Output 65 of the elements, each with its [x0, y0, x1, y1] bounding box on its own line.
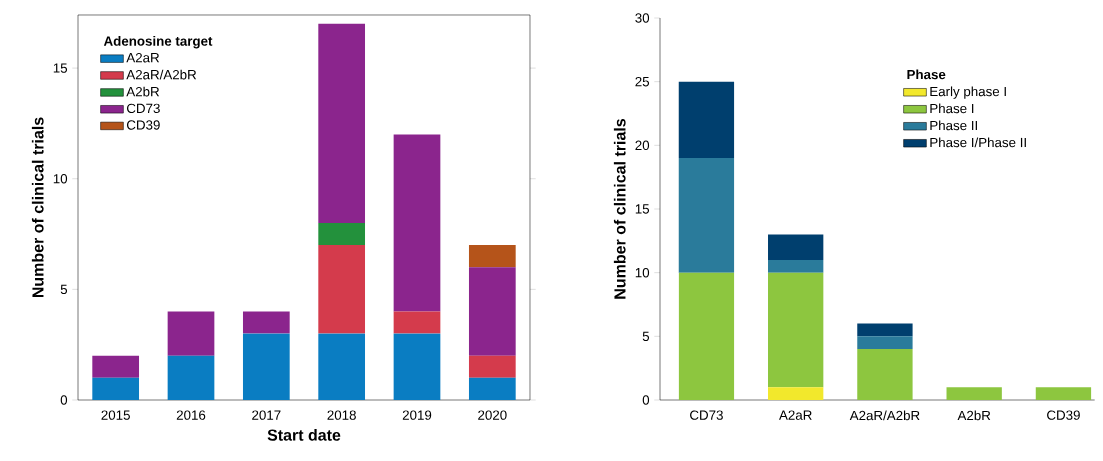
bar — [242, 311, 290, 334]
legend-label: Phase I/Phase II — [930, 137, 1026, 148]
y-tick-label: 25 — [635, 76, 650, 87]
x-axis-title: Start date — [267, 429, 341, 441]
y-tick-label: 30 — [635, 13, 650, 23]
y-tick-label: 15 — [53, 63, 68, 73]
x-tick-label: A2aR — [779, 410, 812, 420]
bar — [857, 336, 913, 350]
legend-label: Phase I — [930, 103, 974, 114]
bar — [468, 355, 516, 378]
bar — [1035, 387, 1092, 400]
bar — [393, 134, 441, 312]
bar — [393, 333, 441, 400]
bar — [167, 311, 215, 356]
y-tick-label: 0 — [60, 395, 68, 405]
x-tick-label: 2015 — [101, 410, 130, 420]
bar — [678, 272, 735, 400]
bar — [318, 222, 366, 246]
legend-label: Phase II — [930, 120, 977, 131]
bar — [946, 387, 1002, 400]
legend-label: Early phase I — [930, 86, 1006, 99]
legend-label: A2aR/A2bR — [126, 69, 197, 80]
bar — [768, 259, 824, 273]
x-tick-label: 2017 — [252, 410, 281, 420]
bar — [768, 234, 824, 260]
x-tick-label: CD73 — [690, 410, 723, 420]
legend-title: Adenosine target — [103, 35, 213, 49]
legend-label: CD73 — [126, 103, 160, 114]
bar — [242, 333, 290, 400]
bar — [167, 355, 215, 400]
bar — [468, 377, 516, 400]
bar — [857, 323, 913, 337]
bar — [318, 245, 366, 334]
bar — [318, 23, 366, 223]
x-tick-label: A2aR/A2bR — [849, 410, 920, 421]
x-tick-label: A2bR — [957, 410, 991, 421]
y-axis-title: Number of clinical trials — [31, 117, 44, 298]
bar — [857, 349, 913, 400]
y-tick-label: 10 — [53, 174, 68, 184]
bar — [92, 377, 140, 400]
bar — [318, 333, 366, 400]
legend-label: A2bR — [126, 86, 160, 97]
x-tick-label: 2020 — [478, 410, 507, 420]
legend-label: CD39 — [126, 120, 160, 130]
y-tick-label: 15 — [635, 204, 650, 214]
y-tick-label: 5 — [60, 284, 68, 295]
legend-title: Phase — [907, 69, 946, 80]
bar — [678, 81, 735, 159]
x-tick-label: 2018 — [327, 410, 356, 420]
y-tick-label: 0 — [642, 395, 650, 405]
y-tick-label: 20 — [635, 140, 650, 151]
bar — [768, 272, 824, 388]
bar — [393, 311, 441, 334]
y-axis-title: Number of clinical trials — [613, 118, 626, 299]
x-tick-label: CD39 — [1047, 410, 1080, 420]
bar — [678, 158, 735, 273]
y-tick-label: 5 — [642, 331, 650, 341]
bar — [468, 267, 516, 356]
bar — [92, 355, 140, 378]
x-tick-label: 2016 — [176, 410, 206, 420]
legend-label: A2aR — [126, 52, 160, 63]
y-tick-label: 10 — [635, 267, 650, 278]
bar — [468, 245, 516, 268]
x-tick-label: 2019 — [402, 410, 432, 420]
bar — [768, 387, 824, 400]
